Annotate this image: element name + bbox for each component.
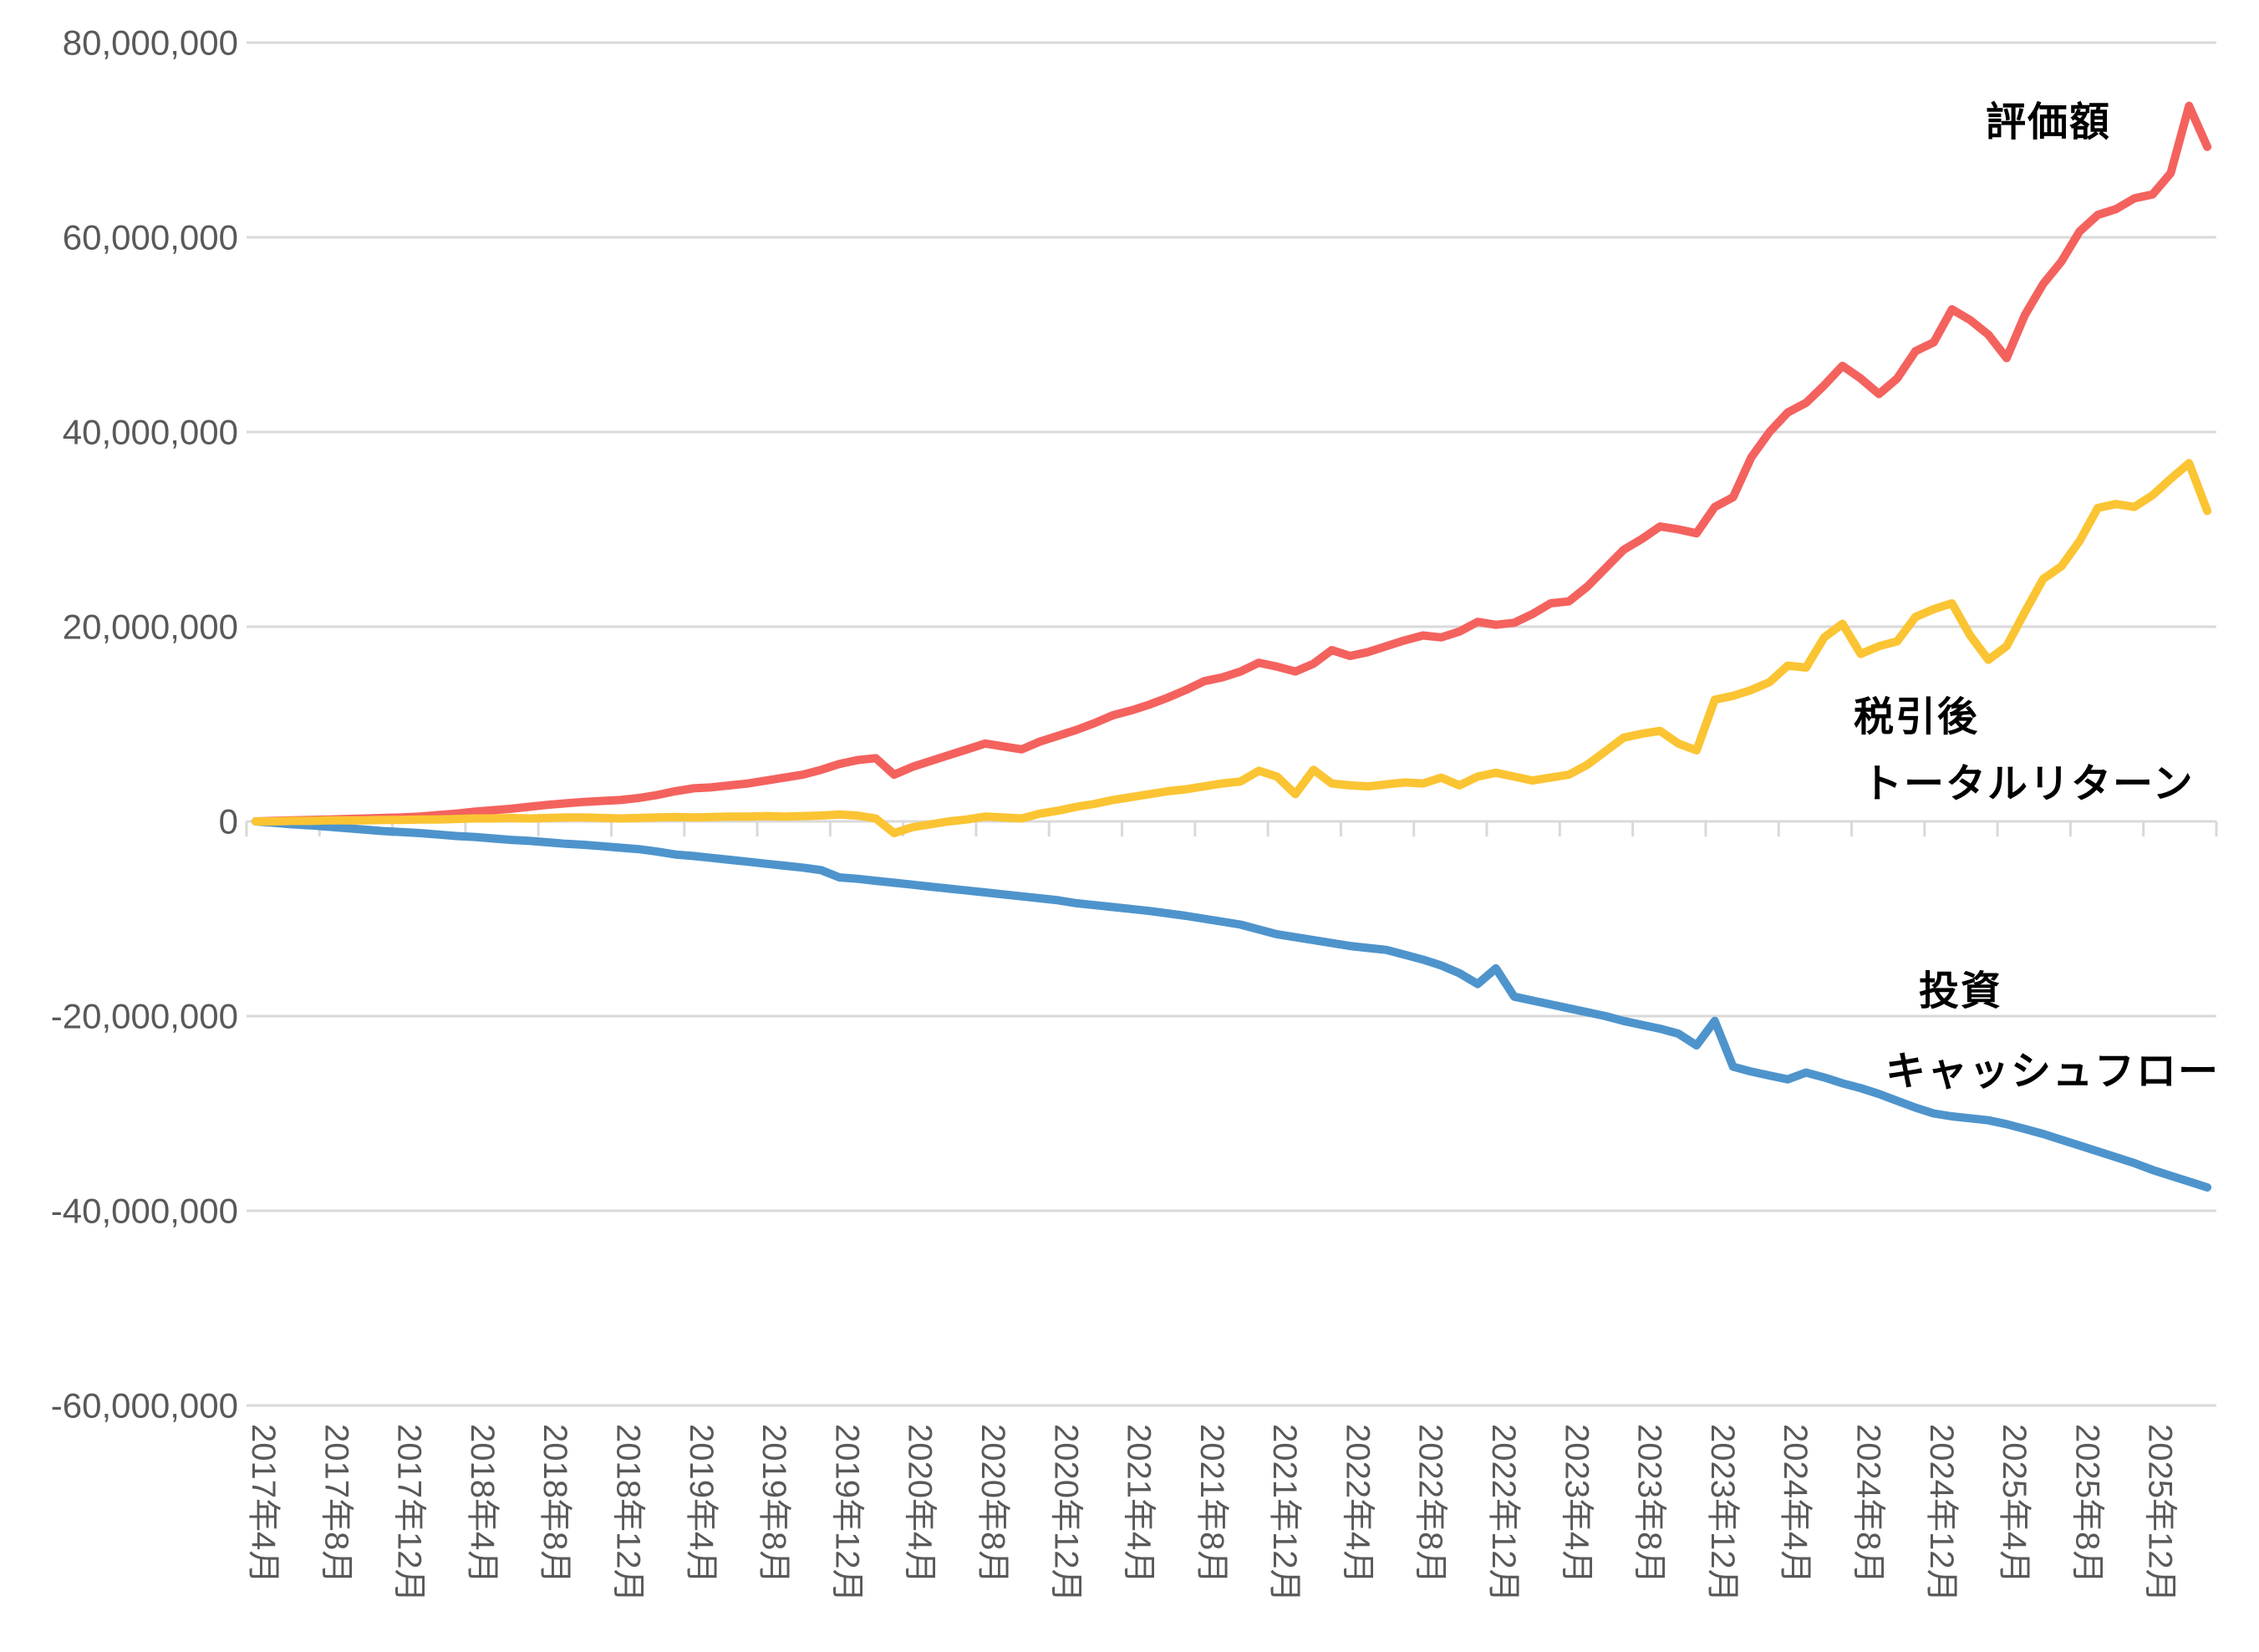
series-label-after-tax-total-return-line1: 税引後: [1854, 695, 1980, 740]
series-label-investment-cash-flow-line1: 投資: [1919, 969, 2003, 1014]
x-axis-tick-label: 2023年8月: [1631, 1424, 1668, 1583]
x-axis-tick-label: 2017年4月: [245, 1424, 282, 1583]
x-axis-tick-label: 2023年12月: [1704, 1424, 1741, 1602]
x-axis-tick-label: 2017年8月: [318, 1424, 354, 1583]
x-axis-tick-label: 2021年4月: [1121, 1424, 1157, 1583]
y-axis-tick-label: 0: [219, 802, 238, 841]
x-axis-tick-label: 2019年8月: [756, 1424, 792, 1583]
x-axis-tick-label: 2024年8月: [1850, 1424, 1887, 1583]
x-axis-tick-label: 2020年8月: [974, 1424, 1011, 1583]
x-axis-tick-label: 2019年12月: [828, 1424, 865, 1602]
x-axis-tick-label: 2017年12月: [391, 1424, 428, 1602]
series-label-investment-cash-flow-line2: キャッシュフロー: [1885, 1050, 2221, 1094]
series-line-valuation: [251, 101, 2212, 826]
x-axis-tick-label: 2018年12月: [609, 1424, 646, 1602]
y-axis-tick-label: -20,000,000: [51, 997, 238, 1036]
y-axis-tick-label: -60,000,000: [51, 1386, 238, 1426]
x-axis-tick-label: 2022年4月: [1339, 1424, 1376, 1583]
series-label-valuation: 評価額: [1986, 100, 2112, 145]
x-axis-tick-label: 2025年4月: [1996, 1424, 2033, 1583]
x-axis-tick-label: 2020年12月: [1047, 1424, 1084, 1602]
x-axis-tick-label: 2018年8月: [537, 1424, 573, 1583]
x-axis-tick-label: 2023年4月: [1558, 1424, 1595, 1583]
y-axis-tick-label: 20,000,000: [63, 607, 238, 647]
x-axis-tick-label: 2020年4月: [902, 1424, 939, 1583]
x-axis-tick-label: 2024年12月: [1923, 1424, 1960, 1602]
x-axis-tick-label: 2024年4月: [1777, 1424, 1814, 1583]
series-label-after-tax-total-return-line2: トータルリターン: [1862, 762, 2195, 806]
y-axis-tick-label: 80,000,000: [63, 23, 238, 63]
x-axis-tick-label: 2025年8月: [2068, 1424, 2105, 1583]
x-axis-tick-label: 2018年4月: [464, 1424, 501, 1583]
y-axis-tick-label: -40,000,000: [51, 1192, 238, 1231]
x-axis-tick-label: 2022年8月: [1412, 1424, 1449, 1583]
x-axis-tick-label: 2025年12月: [2142, 1424, 2179, 1602]
y-axis-tick-label: 60,000,000: [63, 218, 238, 257]
x-axis-tick-label: 2019年4月: [683, 1424, 720, 1583]
x-axis-tick-label: 2021年12月: [1266, 1424, 1303, 1602]
x-axis-tick-label: 2022年12月: [1485, 1424, 1522, 1602]
series-line-investment-cash-flow: [251, 817, 2212, 1192]
series-line-after-tax-total-return: [251, 459, 2212, 837]
y-axis-tick-label: 40,000,000: [63, 413, 238, 452]
x-axis-tick-label: 2021年8月: [1193, 1424, 1230, 1583]
